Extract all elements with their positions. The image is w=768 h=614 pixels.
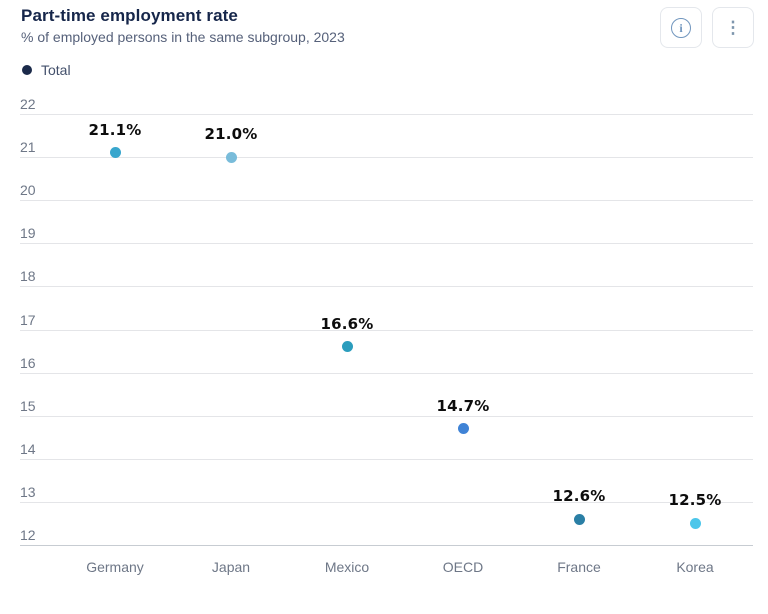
- data-point-germany[interactable]: [109, 147, 121, 159]
- data-value-label: 12.5%: [668, 491, 722, 510]
- data-point-korea[interactable]: [689, 517, 701, 529]
- y-axis-tick-label: 15: [20, 397, 36, 414]
- data-point-mexico[interactable]: [341, 341, 353, 353]
- data-point-japan[interactable]: [225, 151, 237, 163]
- data-value-label: 12.6%: [552, 487, 606, 506]
- legend-item-label: Total: [41, 62, 71, 78]
- y-axis-tick-label: 14: [20, 440, 36, 457]
- legend-item-total[interactable]: Total: [22, 62, 71, 78]
- x-axis-label-japan: Japan: [211, 559, 251, 575]
- y-axis-tick-label: 22: [20, 96, 36, 112]
- more-options-button[interactable]: ⋮: [712, 7, 754, 48]
- y-axis-tick-label: 12: [20, 527, 36, 543]
- y-axis-tick-label: 13: [20, 483, 36, 500]
- gridline-y-13: [20, 501, 753, 503]
- x-axis-label-mexico: Mexico: [324, 559, 370, 575]
- x-axis-label-korea: Korea: [676, 559, 714, 575]
- data-value-label: 21.0%: [204, 125, 258, 144]
- gridline-y-12: [20, 545, 753, 546]
- gridline-y-15: [20, 415, 753, 417]
- page-title: Part-time employment rate: [21, 6, 238, 25]
- gridline-y-19: [20, 243, 753, 245]
- x-axis-label-france: France: [557, 559, 601, 575]
- data-value-label: 14.7%: [436, 396, 490, 415]
- y-axis-tick-label: 20: [20, 182, 36, 199]
- x-axis-label-germany: Germany: [86, 559, 144, 575]
- data-point-oecd[interactable]: [457, 423, 469, 435]
- gridline-y-20: [20, 200, 753, 202]
- gridline-y-18: [20, 286, 753, 288]
- info-button[interactable]: i: [660, 7, 702, 48]
- info-icon: i: [671, 17, 691, 38]
- data-value-label: 16.6%: [320, 314, 374, 333]
- y-axis-tick-label: 17: [20, 311, 36, 328]
- x-axis-label-oecd: OECD: [442, 559, 484, 575]
- y-axis-tick-label: 18: [20, 268, 36, 285]
- kebab-menu-icon: ⋮: [724, 18, 742, 37]
- chart-subtitle: % of employed persons in the same subgro…: [21, 29, 345, 45]
- y-axis-tick-label: 16: [20, 354, 36, 371]
- data-value-label: 21.1%: [88, 120, 142, 139]
- gridline-y-22: [20, 114, 753, 115]
- y-axis-tick-label: 21: [20, 139, 36, 156]
- gridline-y-14: [20, 458, 753, 460]
- gridline-y-21: [20, 157, 753, 159]
- gridline-y-16: [20, 372, 753, 374]
- gridline-y-17: [20, 329, 753, 331]
- data-point-france[interactable]: [573, 513, 585, 525]
- legend-dot-icon: [22, 65, 32, 75]
- y-axis-tick-label: 19: [20, 225, 36, 242]
